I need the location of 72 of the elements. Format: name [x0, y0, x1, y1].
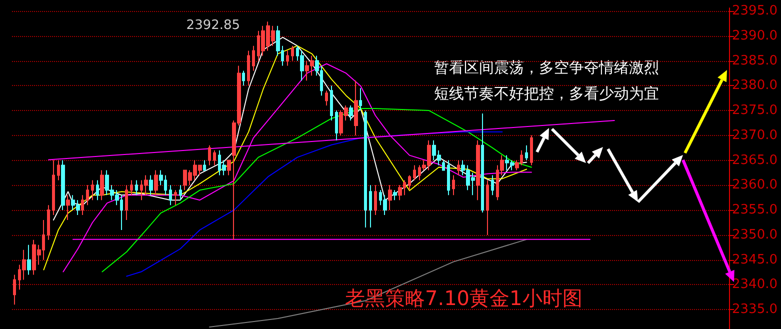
annotation: 短线节奏不好把控，多看少动为宜	[434, 84, 659, 102]
candlestick	[154, 170, 158, 196]
candlestick	[393, 190, 397, 201]
candlestick	[86, 184, 89, 206]
candlestick	[130, 180, 133, 196]
candlestick	[486, 180, 489, 236]
candlestick	[286, 50, 289, 66]
candlestick	[227, 160, 231, 176]
line-series	[102, 108, 532, 272]
y-tick-label: 2370.0	[732, 128, 778, 143]
y-tick-label: 2385.0	[732, 53, 778, 68]
candlestick	[149, 174, 153, 196]
line-series	[126, 131, 503, 277]
candlestick	[291, 45, 294, 62]
candlestick	[388, 184, 392, 211]
candlestick	[96, 180, 99, 201]
candlestick	[364, 110, 367, 228]
candlestick	[61, 160, 65, 211]
y-tick-label: 2335.0	[732, 302, 778, 318]
y-tick-label: 2340.0	[732, 277, 778, 292]
candlestick	[213, 150, 216, 166]
candlestick	[525, 144, 528, 161]
candlestick	[530, 134, 533, 166]
candlestick	[57, 160, 60, 181]
candlestick	[359, 88, 362, 112]
candlestick	[13, 274, 16, 306]
candlestick	[457, 160, 460, 176]
candlestick	[300, 50, 304, 82]
candlestick	[169, 184, 172, 206]
y-tick-label: 2350.0	[732, 227, 778, 242]
text: 2392.85	[186, 18, 240, 34]
candlestick	[203, 160, 206, 171]
candlestick	[179, 184, 182, 201]
candlestick	[47, 204, 50, 240]
candlestick	[27, 244, 31, 276]
candlestick	[66, 194, 70, 221]
candlestick	[52, 160, 55, 216]
candlestick	[476, 140, 480, 201]
candlestick	[491, 174, 494, 196]
candlestick	[135, 180, 138, 196]
y-tick-label: 2365.0	[732, 152, 778, 168]
candlestick	[413, 164, 416, 181]
candlestick	[442, 160, 445, 171]
candlestick	[100, 170, 104, 201]
candlestick	[354, 80, 358, 136]
y-tick-label: 2395.0	[732, 3, 778, 18]
candlestick	[330, 85, 333, 121]
candlestick	[144, 174, 148, 196]
candlestick	[335, 110, 338, 141]
candlestick	[481, 113, 484, 214]
y-tick-label: 2345.0	[732, 252, 778, 268]
candlestick	[349, 105, 353, 121]
y-tick-label: 2360.0	[732, 178, 778, 193]
candlestick	[125, 184, 128, 221]
candlestick	[247, 50, 250, 86]
candlestick	[452, 174, 455, 196]
candlestick	[447, 160, 450, 196]
candlestick	[369, 184, 372, 228]
candlestick	[91, 180, 94, 201]
candlestick	[408, 174, 411, 191]
y-tick-label: 2390.0	[732, 28, 778, 44]
candlestick	[242, 70, 245, 86]
candlestick	[325, 90, 328, 106]
candlestick	[208, 144, 211, 166]
candlestick	[252, 45, 255, 72]
candlestick	[174, 190, 177, 206]
candlestick	[374, 184, 377, 216]
y-tick-label: 2380.0	[732, 78, 778, 94]
y-tick-label: 2355.0	[732, 202, 778, 218]
y-tick-label: 2375.0	[732, 103, 778, 118]
candlestick	[81, 194, 84, 216]
text: 老黑策略7.10黄金1小时图	[345, 286, 582, 310]
